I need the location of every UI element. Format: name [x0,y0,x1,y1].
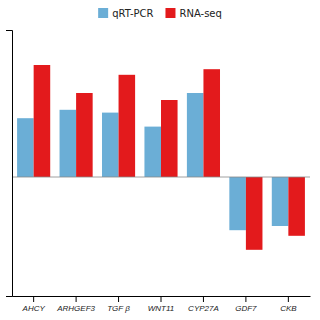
x-tick: CKB [280,296,297,313]
x-tick: TGF β [107,296,130,313]
baseline [12,177,310,178]
x-tick-mark [33,296,34,302]
bar [76,93,93,177]
chart: AHCY ARHGEF3 TGF β WNT11 CYP27A GDF7 CKB qRT-PC… [0,0,320,320]
legend-label: qRT-PCR [112,8,153,19]
plot: AHCY ARHGEF3 TGF β WNT11 CYP27A GDF7 CKB [6,31,311,313]
bar [229,177,246,230]
bar [161,100,178,177]
x-tick-mark [118,296,119,302]
x-tick: CYP27A [188,296,219,313]
bar [187,93,204,177]
bar [144,127,161,177]
x-tick-mark [288,296,289,302]
legend-item: RNA-seq [165,8,221,19]
bar [246,177,263,250]
legend: qRT-PCR RNA-seq [98,8,222,19]
x-tick-label: CKB [280,304,297,313]
bar [34,65,51,177]
x-tick-mark [245,296,246,302]
legend-swatch [165,8,175,18]
bar [288,177,305,236]
x-tick: WNT11 [148,296,175,313]
x-tick-label: TGF β [107,304,130,313]
bar [60,110,77,177]
series [34,65,305,250]
x-tick: GDF7 [235,296,257,313]
x-tick-label: AHCY [22,304,46,313]
x-tick: ARHGEF3 [56,296,95,313]
x-tick-label: ARHGEF3 [56,304,95,313]
x-tick: AHCY [22,296,46,313]
y-axis [6,31,13,297]
y-axis-line [6,31,13,297]
bar [203,69,220,177]
x-tick-label: GDF7 [235,304,257,313]
x-tick-label: WNT11 [148,304,175,313]
x-tick-mark [161,296,162,302]
legend-swatch [98,8,108,18]
bar [17,118,34,177]
bar [102,113,119,177]
bar [272,177,289,226]
x-tick-mark [76,296,77,302]
x-axis: AHCY ARHGEF3 TGF β WNT11 CYP27A GDF7 CKB [13,296,311,313]
x-tick-label: CYP27A [188,304,219,313]
legend-item: qRT-PCR [98,8,153,19]
x-tick-mark [203,296,204,302]
bars [17,65,305,250]
legend-label: RNA-seq [179,8,221,19]
bar [119,75,136,177]
